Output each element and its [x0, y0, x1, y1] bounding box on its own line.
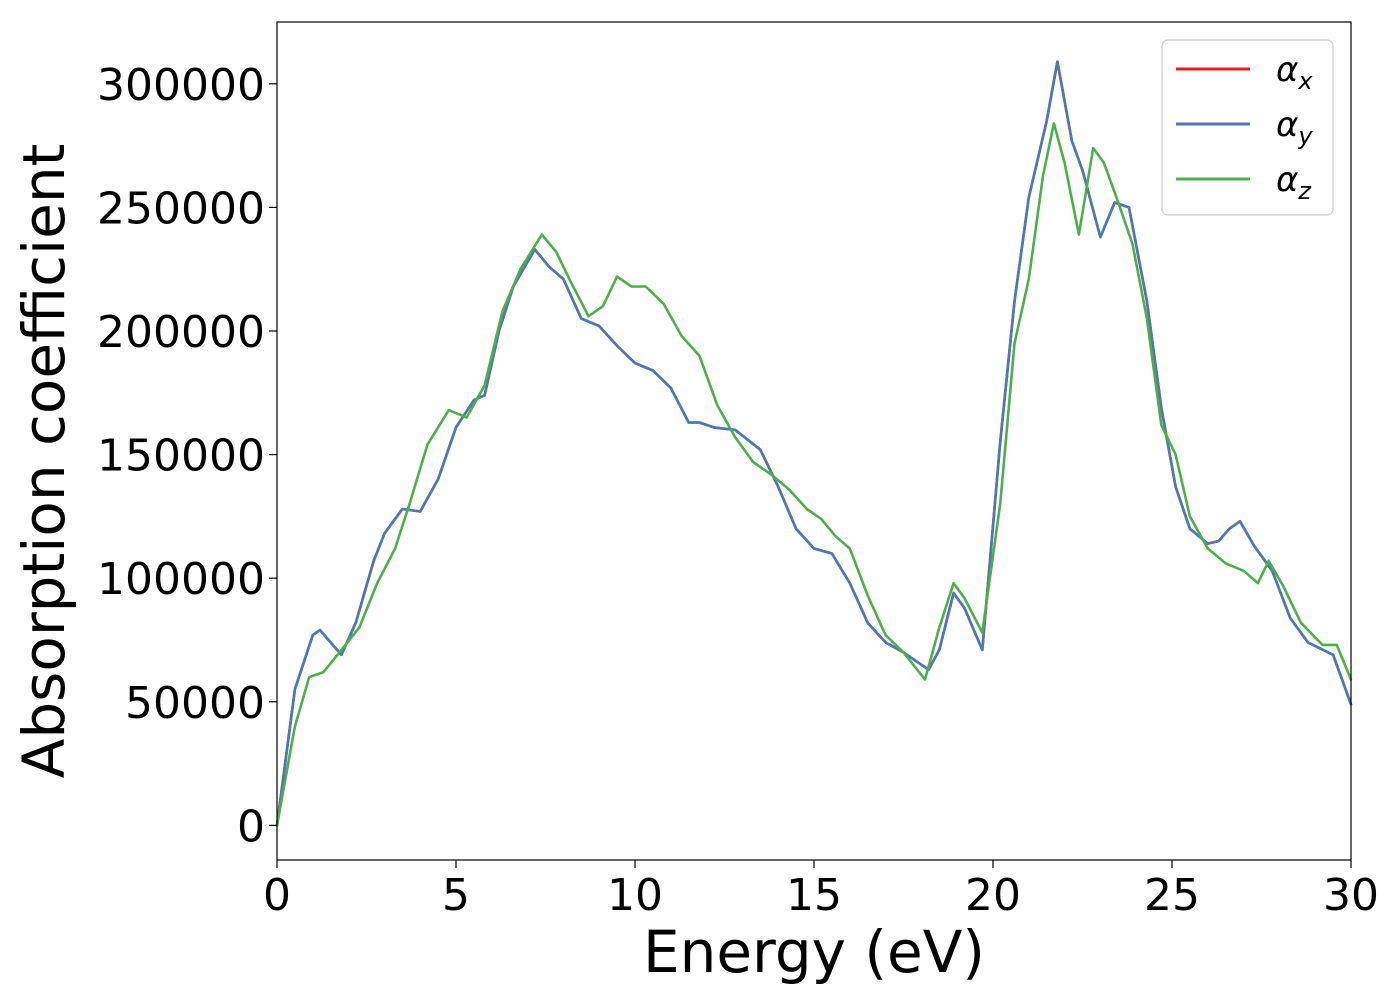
- series-line-z: [275, 122, 1353, 827]
- x-tick-label: 5: [442, 870, 470, 921]
- y-tick-label: 50000: [125, 678, 265, 729]
- y-axis-label: Absorption coefficient: [10, 144, 78, 779]
- legend: αx αy αz: [1161, 39, 1334, 216]
- y-tick-label: 150000: [97, 431, 265, 482]
- y-tick-label: 200000: [97, 307, 265, 358]
- series-layer: [275, 60, 1353, 827]
- x-tick-label: 20: [965, 870, 1021, 921]
- legend-label-z: αz: [1276, 160, 1312, 205]
- x-tick-label: 15: [786, 870, 842, 921]
- x-axis-label: Energy (eV): [643, 918, 985, 986]
- legend-box: [1161, 39, 1334, 216]
- series-line-y: [275, 60, 1353, 827]
- y-tick-label: 250000: [97, 183, 265, 234]
- y-ticks: 0 50000 100000 150000 200000 250000 300000: [97, 60, 277, 852]
- y-tick-label: 300000: [97, 60, 265, 111]
- x-ticks: 0 5 10 15 20 25 30: [263, 860, 1379, 921]
- x-tick-label: 25: [1144, 870, 1200, 921]
- x-tick-label: 0: [263, 870, 291, 921]
- legend-label-x: αx: [1276, 50, 1313, 95]
- y-tick-label: 100000: [97, 554, 265, 605]
- y-tick-label: 0: [237, 801, 265, 852]
- legend-label-y: αy: [1276, 105, 1313, 150]
- x-tick-label: 10: [607, 870, 663, 921]
- x-tick-label: 30: [1323, 870, 1379, 921]
